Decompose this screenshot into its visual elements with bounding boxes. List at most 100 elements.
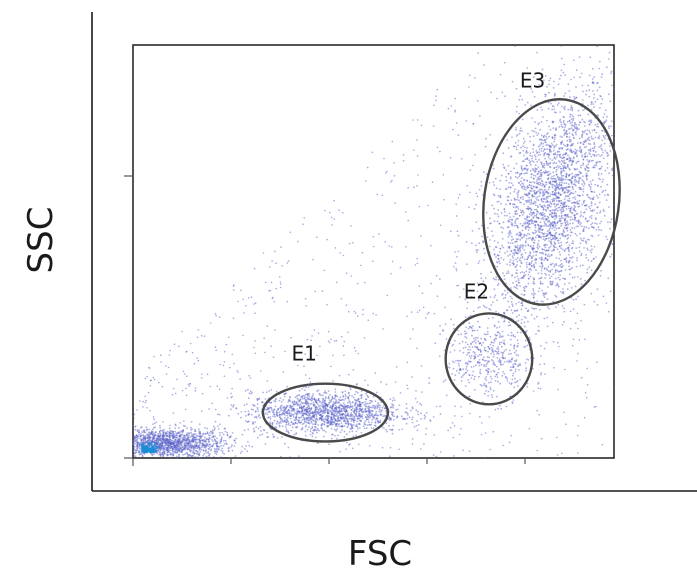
data-point [184, 444, 186, 447]
data-point [602, 189, 605, 192]
data-point [220, 449, 223, 452]
data-point [155, 439, 158, 442]
data-point [327, 330, 330, 333]
data-point [185, 434, 188, 437]
data-point [591, 248, 593, 251]
data-point [420, 365, 423, 367]
data-point [536, 51, 538, 54]
data-point [284, 426, 287, 428]
data-point [264, 281, 267, 284]
data-point [366, 394, 368, 397]
data-point [468, 360, 471, 363]
data-point [578, 339, 581, 341]
data-point [241, 450, 243, 453]
data-point [227, 450, 230, 453]
data-point [299, 403, 302, 406]
data-point [166, 451, 169, 454]
data-point [211, 439, 213, 441]
data-point [453, 349, 456, 352]
data-point [350, 225, 352, 227]
data-point [583, 237, 585, 240]
data-point [560, 57, 563, 60]
data-point [519, 272, 522, 274]
data-point [267, 416, 270, 419]
data-point [561, 105, 563, 108]
data-point [190, 447, 193, 450]
data-point [344, 393, 347, 396]
data-point [546, 244, 548, 246]
data-point [230, 408, 232, 411]
data-point [582, 158, 585, 161]
data-point [542, 216, 544, 219]
data-point [591, 67, 594, 70]
data-point [447, 429, 449, 432]
data-point [295, 402, 298, 404]
data-point [572, 196, 574, 199]
data-point [257, 427, 260, 430]
data-point [215, 443, 218, 445]
data-point [490, 91, 492, 94]
data-point [366, 166, 369, 169]
data-point [358, 418, 361, 420]
data-point [172, 387, 175, 390]
data-point [449, 156, 452, 159]
data-point [443, 199, 446, 201]
data-point [271, 423, 274, 426]
data-point [559, 278, 561, 281]
data-point [572, 338, 575, 341]
data-point [406, 361, 409, 364]
data-point [213, 442, 215, 445]
data-point [496, 299, 498, 302]
data-point [470, 342, 472, 345]
data-point [468, 322, 471, 324]
data-point [407, 413, 409, 416]
data-point [188, 385, 190, 387]
data-point [206, 443, 209, 445]
data-point [517, 189, 520, 192]
data-point [340, 422, 343, 425]
data-point [527, 205, 530, 208]
data-point [473, 355, 476, 358]
data-point [485, 359, 487, 362]
data-point [574, 285, 577, 288]
data-point [171, 432, 174, 435]
data-point [524, 251, 527, 254]
data-point [376, 404, 379, 406]
data-point [196, 357, 198, 360]
data-point [573, 96, 575, 98]
data-point [479, 372, 482, 375]
data-point [410, 311, 413, 313]
data-point [485, 376, 488, 378]
data-point [578, 123, 580, 126]
data-point [322, 435, 325, 438]
data-point [316, 427, 319, 430]
data-point [468, 450, 471, 453]
data-point [161, 385, 164, 388]
data-point [582, 239, 584, 242]
data-point [333, 434, 336, 437]
data-point [402, 160, 405, 162]
data-point [203, 453, 206, 455]
data-point [519, 259, 522, 262]
data-point [191, 446, 193, 449]
data-point [223, 453, 226, 455]
data-point [142, 434, 145, 437]
data-point [142, 439, 145, 442]
data-point [359, 402, 361, 405]
data-point [246, 403, 248, 405]
data-point [483, 247, 485, 250]
data-point [301, 388, 304, 390]
data-point [468, 395, 470, 398]
data-point [489, 388, 492, 391]
data-point [316, 417, 318, 420]
data-point [160, 437, 162, 440]
data-point [392, 404, 395, 406]
data-point [492, 363, 495, 365]
data-point [417, 424, 420, 426]
data-point [334, 388, 337, 391]
data-point [514, 188, 516, 191]
data-point [179, 447, 181, 450]
data-point [361, 401, 364, 404]
data-point [317, 403, 319, 406]
data-point [477, 355, 479, 358]
